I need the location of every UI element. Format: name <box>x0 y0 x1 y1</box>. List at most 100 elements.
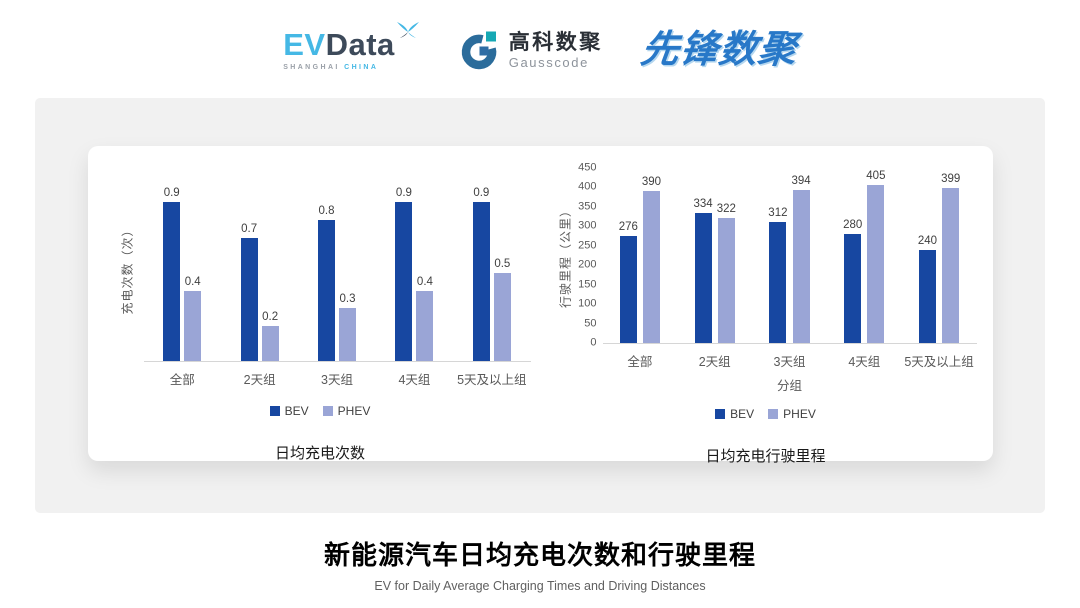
y-tick-label: 300 <box>578 219 597 232</box>
category-label: 4天组 <box>398 373 431 387</box>
bar-with-label: 0.3 <box>339 292 357 361</box>
category-label: 5天及以上组 <box>457 373 527 387</box>
chart-daily-charging-times: 充电次数（次） 0.9 0.4 0.7 0.2 0.8 0.3 0.9 0.4 0.9 0.5 全… <box>88 146 543 462</box>
bar-phev <box>867 185 885 343</box>
bar-with-label: 0.2 <box>261 310 279 361</box>
evdata-china-text: CHINA <box>344 64 379 71</box>
legend: BEV PHEV <box>555 407 977 421</box>
bar-with-label: 0.9 <box>163 186 181 361</box>
bar-bev <box>694 213 712 343</box>
legend-series-name: BEV <box>284 404 309 418</box>
legend-swatch <box>322 406 333 416</box>
bar-group: 280 405 <box>827 169 902 343</box>
y-axis-title: 行驶里程（公里） <box>558 203 572 308</box>
bar-with-label: 276 <box>618 220 638 343</box>
evdata-logo: EVData SHANGHAI CHINA <box>283 22 420 71</box>
bar-group: 0.9 0.4 <box>144 186 221 361</box>
category-label: 5天及以上组 <box>904 355 974 369</box>
legend-series-name: BEV <box>730 407 755 421</box>
bar-group: 276 390 <box>603 176 678 343</box>
bar-with-label: 240 <box>917 234 938 343</box>
bar-bev <box>472 202 490 361</box>
legend-series-name: PHEV <box>783 407 816 421</box>
bar-bev <box>163 202 181 361</box>
bar-group: 334 322 <box>677 197 752 343</box>
bar-with-label: 0.8 <box>318 204 336 361</box>
bar-with-label: 312 <box>768 206 788 343</box>
bar-group: 0.7 0.2 <box>221 223 298 361</box>
chart-daily-driving-distance: 行驶里程（公里） 0 50 100 150 200 250 300 350 400 450 276… <box>543 146 993 465</box>
y-axis-ticks: 0 50 100 150 200 250 300 350 400 450 <box>575 162 603 348</box>
gausscode-en-name: Gausscode <box>508 54 589 70</box>
bar-value-label: 394 <box>791 174 811 187</box>
legend: BEV PHEV <box>110 404 531 418</box>
bar-with-label: 0.7 <box>240 223 258 361</box>
legend-swatch <box>269 406 280 416</box>
y-tick-label: 0 <box>590 336 597 349</box>
bar-value-label: 334 <box>693 197 713 210</box>
bar-value-label: 0.4 <box>416 275 433 288</box>
y-tick-label: 50 <box>584 317 597 330</box>
legend-series-name: PHEV <box>337 404 371 418</box>
bar-value-label: 0.8 <box>318 204 335 217</box>
bar-phev <box>261 326 279 361</box>
category-label: 3天组 <box>773 355 806 369</box>
chart-title: 日均充电次数 <box>274 445 365 462</box>
bar-group: 0.8 0.3 <box>298 204 375 361</box>
y-axis-title: 充电次数（次） <box>120 222 134 315</box>
y-tick-label: 450 <box>578 161 597 174</box>
category-label: 2天组 <box>243 373 276 387</box>
pioneer-data-logo: 先锋数聚 <box>638 29 800 71</box>
gausscode-g-mark-icon <box>461 31 497 70</box>
footer: 新能源汽车日均充电次数和行驶里程 EV for Daily Average Ch… <box>0 535 1080 593</box>
bar-phev <box>717 218 735 343</box>
bar-value-label: 405 <box>866 169 886 182</box>
bar-value-label: 280 <box>843 218 863 231</box>
bar-with-label: 405 <box>866 169 886 343</box>
evdata-wordmark: EVData <box>283 29 395 60</box>
main-subtitle: EV for Daily Average Charging Times and … <box>374 579 706 593</box>
bar-phev <box>493 273 511 361</box>
header-logos: EVData SHANGHAI CHINA 高科数聚 Gausscode 先锋数… <box>0 0 1080 98</box>
content-panel: 充电次数（次） 0.9 0.4 0.7 0.2 0.8 0.3 0.9 0.4 0.9 0.5 全… <box>35 98 1045 513</box>
bar-value-label: 322 <box>716 202 736 215</box>
bar-with-label: 399 <box>941 172 961 343</box>
plot-area: 0.9 0.4 0.7 0.2 0.8 0.3 0.9 0.4 0.9 0.5 <box>143 176 531 362</box>
bar-bev <box>918 250 936 343</box>
chart-title: 日均充电行驶里程 <box>705 448 826 465</box>
bar-with-label: 0.9 <box>472 186 490 361</box>
bar-value-label: 0.9 <box>395 186 412 199</box>
legend-item-phev: PHEV <box>322 404 371 418</box>
bar-phev <box>942 188 960 343</box>
y-tick-label: 400 <box>578 180 597 193</box>
bar-with-label: 0.4 <box>416 275 434 361</box>
bar-bev <box>318 220 336 361</box>
bar-phev <box>792 190 810 343</box>
bar-phev <box>339 308 357 361</box>
gausscode-cn-name: 高科数聚 <box>508 30 603 54</box>
bar-value-label: 399 <box>941 172 961 185</box>
evdata-subtitle: SHANGHAI CHINA <box>283 64 420 71</box>
category-label: 4天组 <box>848 355 881 369</box>
evdata-ev-text: EV <box>283 27 326 62</box>
bar-with-label: 394 <box>791 174 811 343</box>
bar-value-label: 0.3 <box>339 292 356 305</box>
bar-group: 312 394 <box>752 174 827 343</box>
bar-value-label: 0.9 <box>473 186 490 199</box>
bar-group: 0.9 0.4 <box>376 186 453 361</box>
bar-bev <box>619 236 637 343</box>
bar-value-label: 312 <box>768 206 788 219</box>
bar-value-label: 240 <box>917 234 938 247</box>
y-tick-label: 350 <box>578 200 597 213</box>
bar-value-label: 276 <box>618 220 638 233</box>
x-axis-title: 分组 <box>776 379 802 393</box>
bar-value-label: 0.9 <box>163 186 180 199</box>
bar-phev <box>642 191 660 343</box>
category-axis: 全部 2天组 3天组 4天组 5天及以上组 <box>144 369 531 388</box>
evdata-data-text: Data <box>325 27 395 62</box>
bar-group: 240 399 <box>902 172 977 343</box>
bar-with-label: 390 <box>642 176 661 343</box>
bar-bev <box>844 234 862 343</box>
bar-value-label: 0.2 <box>262 310 279 323</box>
bar-with-label: 0.4 <box>184 276 202 361</box>
